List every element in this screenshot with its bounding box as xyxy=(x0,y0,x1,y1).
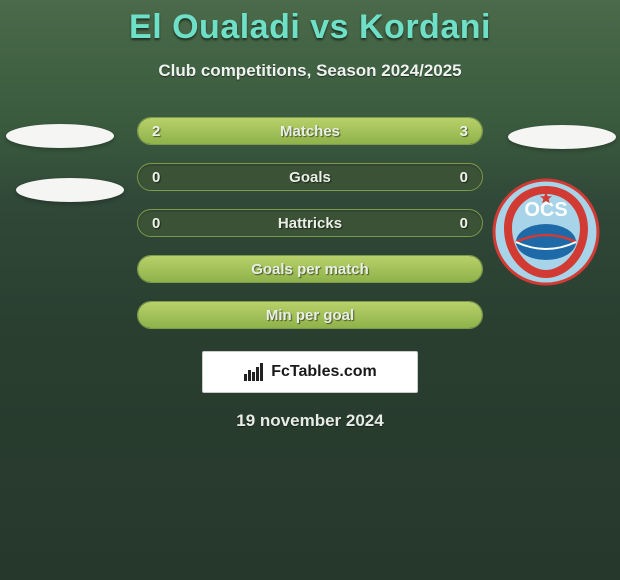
stat-row: 00Hattricks xyxy=(137,209,483,237)
brand-bars-icon xyxy=(243,361,265,383)
stat-label: Hattricks xyxy=(138,210,482,236)
stat-row: 23Matches xyxy=(137,117,483,145)
stat-label: Goals xyxy=(138,164,482,190)
stat-label: Matches xyxy=(138,118,482,144)
stat-label: Goals per match xyxy=(138,256,482,282)
stat-row: Min per goal xyxy=(137,301,483,329)
page-subtitle: Club competitions, Season 2024/2025 xyxy=(0,61,620,81)
stat-row: Goals per match xyxy=(137,255,483,283)
page-date: 19 november 2024 xyxy=(0,411,620,431)
stat-label: Min per goal xyxy=(138,302,482,328)
page-title: El Oualadi vs Kordani xyxy=(0,8,620,47)
brand-box[interactable]: FcTables.com xyxy=(202,351,418,393)
brand-text: FcTables.com xyxy=(271,363,377,381)
stat-row: 00Goals xyxy=(137,163,483,191)
stat-rows: 23Matches 00Goals 00Hattricks Goals per mat… xyxy=(137,117,483,329)
